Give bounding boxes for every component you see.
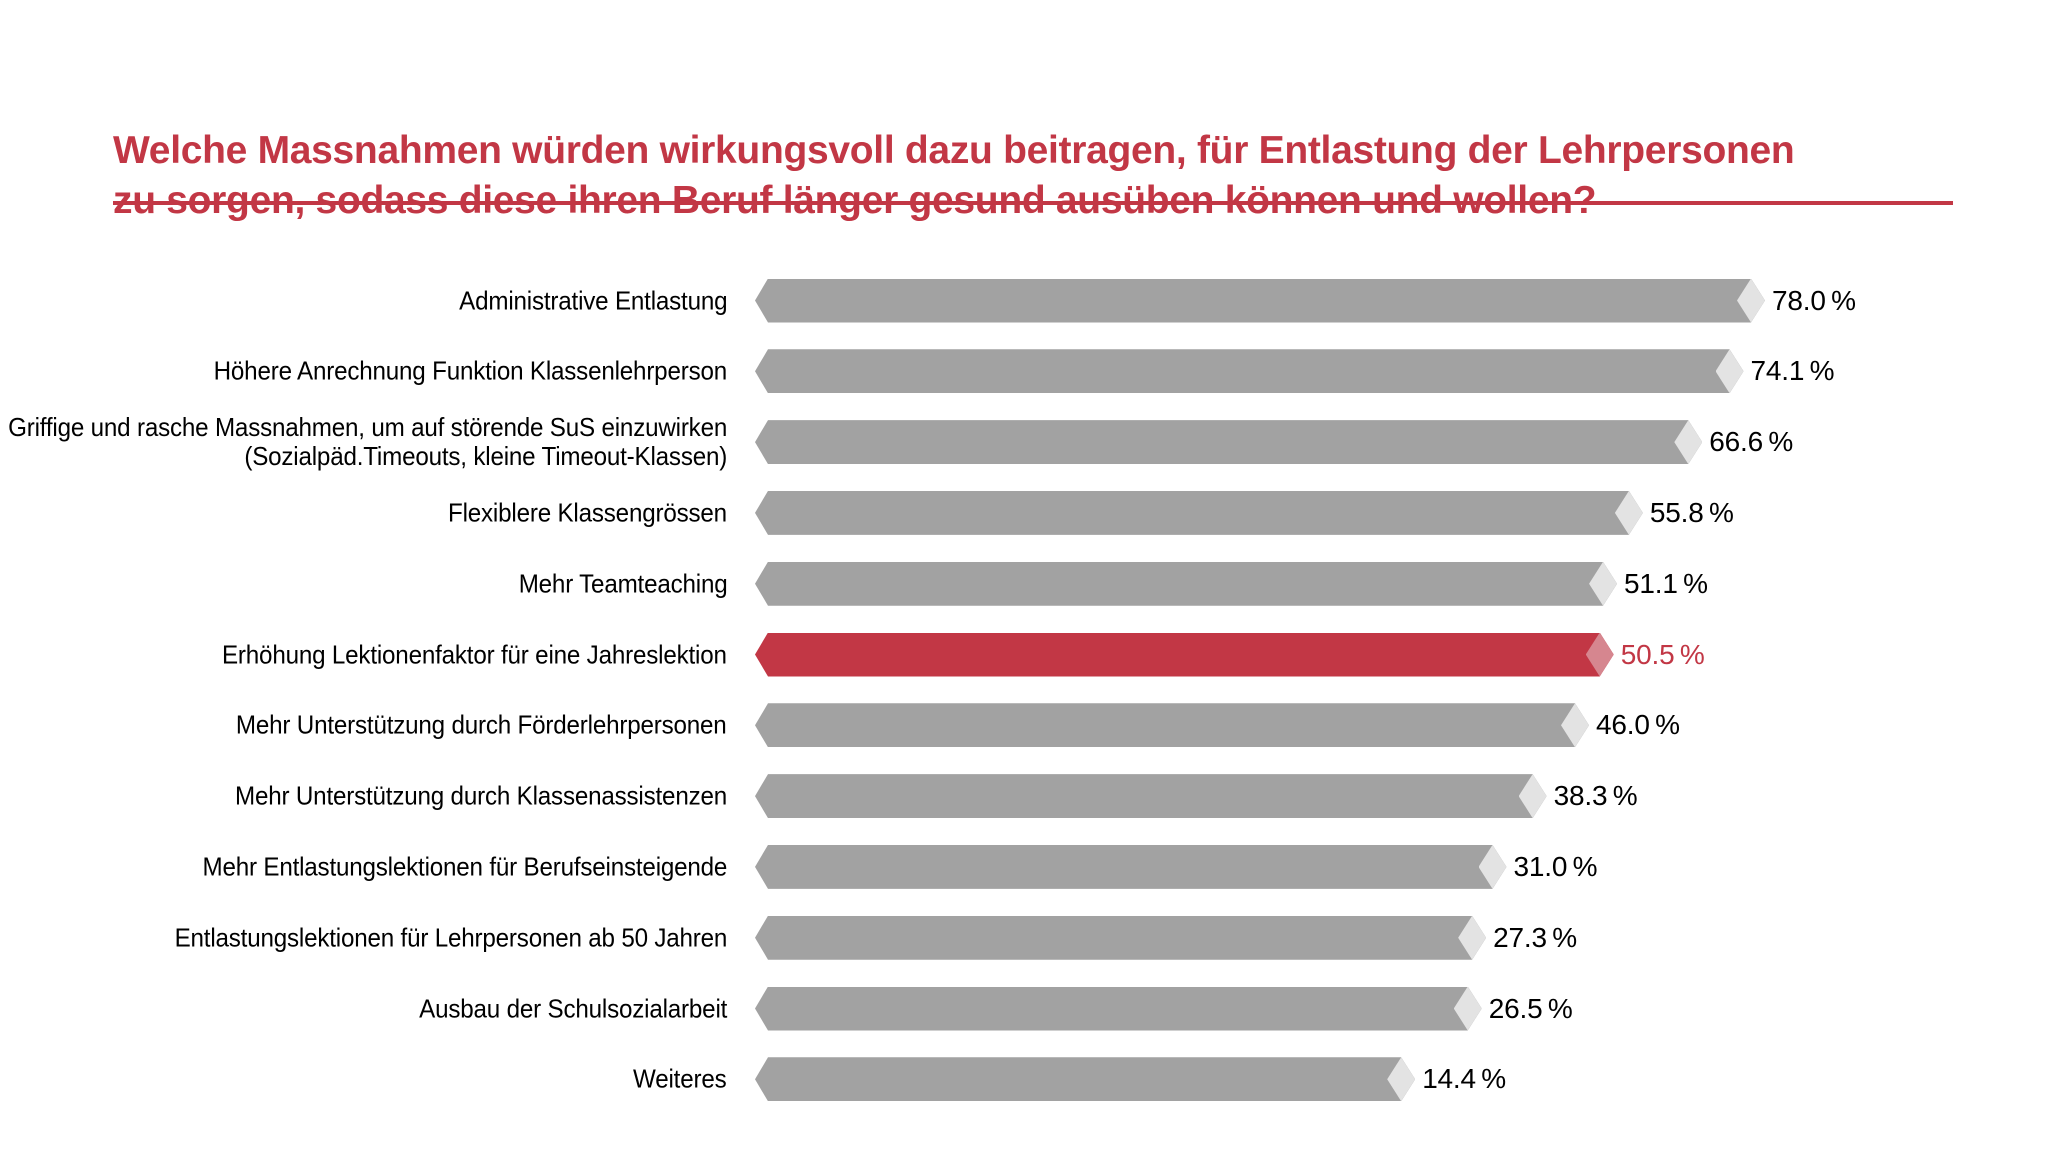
bar-tip-diamond (1716, 349, 1744, 393)
bar-tip-diamond (1586, 633, 1614, 677)
bar-row: Administrative Entlastung 78.0 % (0, 279, 2048, 323)
bar-row: Entlastungslektionen für Lehrpersonen ab… (0, 916, 2048, 960)
bar-row: Mehr Entlastungslektionen für Berufseins… (0, 845, 2048, 889)
bar (755, 279, 1765, 323)
bar-label-line: Entlastungslektionen für Lehrpersonen ab… (174, 922, 727, 953)
bar (755, 703, 1589, 747)
bar-row: Flexiblere Klassengrössen 55.8 % (0, 491, 2048, 535)
bar-value: 14.4 % (1422, 1063, 1506, 1095)
bar-label: Flexiblere Klassengrössen (448, 498, 727, 527)
bar-row: Mehr Teamteaching 51.1 % (0, 562, 2048, 606)
bar-tip-diamond (1519, 774, 1547, 818)
bar-tip-diamond (1737, 279, 1765, 323)
bar-label: Mehr Entlastungslektionen für Berufseins… (202, 852, 727, 881)
bar-tip-diamond (1479, 845, 1507, 889)
bar-value: 26.5 % (1488, 992, 1573, 1024)
bar-value: 51.1 % (1624, 567, 1708, 599)
bar-tip-diamond (1589, 562, 1617, 606)
bar-value: 46.0 % (1596, 709, 1680, 741)
bar-label-line: Höhere Anrechnung Funktion Klassenlehrpe… (213, 355, 728, 386)
bar-label-line: Administrative Entlastung (458, 285, 727, 315)
bar-value: 50.5 % (1620, 638, 1705, 670)
bar-value: 78.0 % (1772, 284, 1856, 316)
bar-row: Erhöhung Lektionenfaktor für eine Jahres… (0, 633, 2048, 677)
bar-tip-diamond (1674, 420, 1702, 464)
bar-label: Erhöhung Lektionenfaktor für eine Jahres… (222, 640, 727, 669)
bar-value: 66.6 % (1709, 426, 1794, 458)
bar-label-line: Mehr Teamteaching (518, 568, 727, 599)
bar-label-line: (Sozialpäd.Timeouts, kleine Timeout-Klas… (244, 441, 727, 472)
bar-row: Mehr Unterstützung durch Klassenassisten… (0, 774, 2048, 818)
bar (755, 1057, 1415, 1101)
bar (755, 349, 1744, 393)
bar-label: Mehr Teamteaching (518, 569, 727, 598)
bar-label-line: Griffige und rasche Massnahmen, um auf s… (7, 412, 727, 443)
bar (755, 774, 1547, 818)
bar-row: Griffige und rasche Massnahmen, um auf s… (0, 413, 2048, 471)
bar-row: Ausbau der Schulsozialarbeit 26.5 % (0, 987, 2048, 1031)
bar-highlighted (755, 633, 1614, 677)
bar-tip-diamond (1454, 987, 1482, 1031)
bar-label: Mehr Unterstützung durch Klassenassisten… (235, 780, 727, 811)
bar-value: 27.3 % (1493, 921, 1577, 953)
bar-value: 74.1 % (1750, 355, 1835, 387)
bar-label-line: Mehr Unterstützung durch Förderlehrperso… (236, 709, 727, 740)
bar-label: Griffige und rasche Massnahmen, um auf s… (8, 413, 727, 471)
bar-label-line: Mehr Entlastungslektionen für Berufseins… (202, 851, 727, 882)
bar-label-line: Weiteres (633, 1063, 728, 1094)
bar (755, 845, 1507, 889)
bar-label-line: Erhöhung Lektionenfaktor für eine Jahres… (222, 639, 727, 669)
bar-value: 55.8 % (1649, 496, 1734, 528)
bar-row: Weiteres 14.4 % (0, 1057, 2048, 1101)
bar-value: 38.3 % (1553, 780, 1638, 812)
bar-label: Weiteres (633, 1063, 728, 1094)
bar-label: Entlastungslektionen für Lehrpersonen ab… (174, 923, 727, 952)
bar-label: Höhere Anrechnung Funktion Klassenlehrpe… (213, 355, 728, 386)
page-title-line-2: zu sorgen, sodass diese ihren Beruf läng… (113, 179, 1597, 223)
bar-label: Mehr Unterstützung durch Förderlehrperso… (236, 709, 727, 740)
bar (755, 987, 1482, 1031)
bar-value: 31.0 % (1513, 850, 1598, 882)
bar (755, 916, 1486, 960)
bar-row: Mehr Unterstützung durch Förderlehrperso… (0, 703, 2048, 747)
bar-label-line: Ausbau der Schulsozialarbeit (419, 993, 727, 1023)
bar-tip-diamond (1615, 491, 1643, 535)
title-underline (113, 201, 1953, 205)
page-title: Welche Massnahmen würden wirkungsvoll da… (113, 126, 1953, 226)
bar-tip-diamond (1458, 916, 1486, 960)
bar (755, 562, 1617, 606)
bar-label-line: Mehr Unterstützung durch Klassenassisten… (235, 780, 727, 811)
bar-row: Höhere Anrechnung Funktion Klassenlehrpe… (0, 349, 2048, 393)
bar-tip-diamond (1561, 703, 1589, 747)
bar-tip-diamond (1387, 1057, 1415, 1101)
bar (755, 420, 1702, 464)
bar (755, 491, 1643, 535)
page-title-line-1: Welche Massnahmen würden wirkungsvoll da… (113, 129, 1795, 173)
bar-label: Administrative Entlastung (459, 286, 727, 315)
bar-label-line: Flexiblere Klassengrössen (448, 497, 727, 528)
bar-label: Ausbau der Schulsozialarbeit (419, 994, 727, 1023)
